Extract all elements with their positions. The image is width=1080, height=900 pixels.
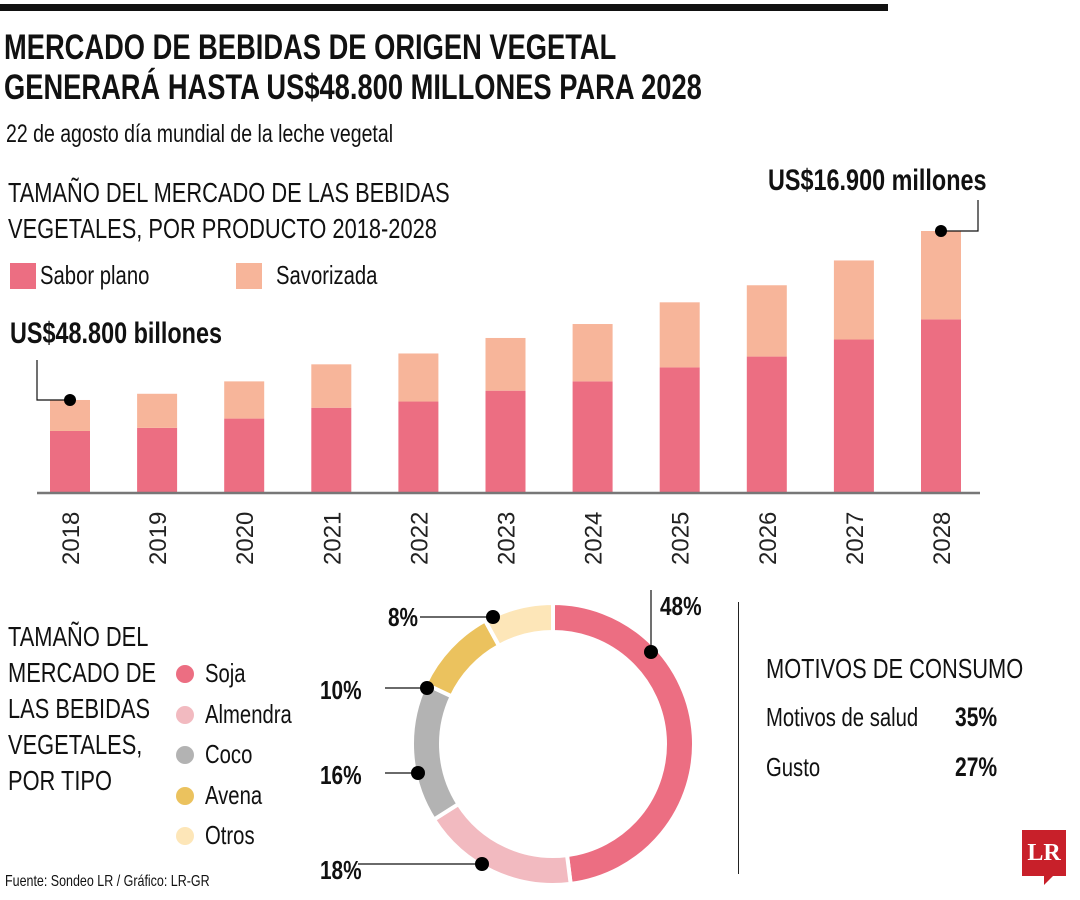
- bar-savorizada-2021: [311, 364, 352, 408]
- bar-sabor-plano-2020: [224, 418, 265, 493]
- year-label-2025: 2025: [668, 512, 695, 565]
- callout-dot-almendra: [475, 857, 489, 871]
- annotation-dot-2028: [935, 225, 947, 237]
- annotation-leader-2028: [941, 200, 979, 232]
- title-line-1: MERCADO DE BEBIDAS DE ORIGEN VEGETAL: [4, 28, 617, 67]
- callout-dot-coco: [411, 766, 425, 780]
- callout-label-otros: 8%: [388, 603, 418, 632]
- callout-dot-otros: [486, 610, 500, 624]
- top-rule: [0, 4, 888, 11]
- bar-savorizada-2024: [572, 324, 613, 382]
- divider: [738, 602, 739, 874]
- motivos-label-gusto: Gusto: [766, 752, 821, 782]
- bar-chart-title-1: TAMAÑO DEL MERCADO DE LAS BEBIDAS: [8, 177, 450, 208]
- legend-label-avena: Avena: [205, 779, 263, 810]
- lr-logo-tail: [1044, 876, 1053, 885]
- annotation-2018: US$48.800 billones: [10, 317, 223, 350]
- donut-title-line: LAS BEBIDAS: [8, 693, 151, 724]
- bar-sabor-plano-2028: [921, 319, 961, 493]
- legend-dot-coco: [176, 746, 194, 764]
- bar-savorizada-2027: [833, 260, 874, 340]
- bar-sabor-plano-2027: [833, 339, 874, 493]
- donut-slice-coco: [410, 681, 462, 823]
- bar-sabor-plano-2025: [659, 367, 700, 493]
- legend-label-soja: Soja: [205, 658, 246, 688]
- donut-title-line: VEGETALES,: [8, 729, 143, 760]
- motivos-value-gusto: 27%: [955, 752, 998, 782]
- bar-savorizada-2019: [137, 393, 178, 428]
- donut-slice-soja: [551, 600, 696, 887]
- legend-label-sabor-plano: Sabor plano: [40, 260, 150, 290]
- bar-savorizada-2025: [659, 302, 700, 368]
- year-label-2028: 2028: [929, 512, 956, 565]
- year-label-2020: 2020: [232, 512, 259, 565]
- callout-dot-avena: [420, 681, 434, 695]
- legend-dot-avena: [176, 786, 194, 805]
- legend-label-savorizada: Savorizada: [276, 260, 378, 290]
- bar-sabor-plano-2022: [398, 401, 439, 493]
- source-note: Fuente: Sondeo LR / Gráfico: LR-GR: [5, 873, 210, 890]
- year-label-2018: 2018: [58, 512, 85, 565]
- legend-swatch-sabor-plano: [10, 263, 36, 289]
- callout-label-avena: 10%: [320, 676, 362, 705]
- bar-sabor-plano-2026: [746, 356, 787, 493]
- year-label-2019: 2019: [145, 512, 172, 565]
- lr-logo: LR: [1022, 830, 1066, 876]
- legend-label-almendra: Almendra: [205, 698, 292, 729]
- annotation-dot-2018: [64, 393, 76, 406]
- year-label-2024: 2024: [581, 512, 608, 565]
- legend-dot-otros: [176, 827, 194, 845]
- donut-title-line: MERCADO DE: [8, 657, 157, 688]
- bar-savorizada-2028: [921, 231, 961, 320]
- bar-sabor-plano-2024: [572, 381, 613, 493]
- legend-label-otros: Otros: [205, 820, 255, 850]
- legend-dot-soja: [176, 665, 194, 683]
- year-label-2022: 2022: [406, 512, 433, 565]
- annotation-leader-2018: [36, 360, 70, 401]
- legend-swatch-savorizada: [236, 263, 262, 289]
- motivos-label-salud: Motivos de salud: [766, 702, 919, 732]
- callout-label-almendra: 18%: [320, 856, 362, 885]
- year-label-2023: 2023: [494, 512, 521, 565]
- callout-label-coco: 16%: [320, 761, 362, 790]
- year-label-2027: 2027: [842, 512, 869, 565]
- motivos-value-salud: 35%: [955, 702, 998, 732]
- motivos-title: MOTIVOS DE CONSUMO: [766, 653, 1024, 684]
- donut-slice-almendra: [431, 801, 573, 887]
- donut-title-line: POR TIPO: [8, 765, 112, 796]
- bar-sabor-plano-2023: [485, 390, 526, 493]
- callout-label-soja: 48%: [660, 592, 702, 621]
- callout-dot-soja: [644, 645, 658, 659]
- bar-savorizada-2020: [224, 381, 265, 419]
- bar-sabor-plano-2019: [137, 427, 178, 493]
- year-label-2021: 2021: [319, 512, 346, 565]
- bar-savorizada-2026: [746, 285, 787, 357]
- year-label-2026: 2026: [755, 512, 782, 565]
- bar-chart-title-2: VEGETALES, POR PRODUCTO 2018-2028: [8, 213, 437, 244]
- annotation-2028: US$16.900 millones: [768, 164, 987, 197]
- legend-dot-almendra: [176, 705, 194, 724]
- bar-savorizada-2022: [398, 353, 439, 402]
- donut-slice-otros: [482, 600, 555, 649]
- bar-sabor-plano-2018: [50, 430, 90, 493]
- donut-slice-avena: [422, 617, 502, 699]
- legend-label-coco: Coco: [205, 739, 253, 769]
- bar-savorizada-2023: [485, 337, 526, 391]
- title-line-2: GENERARÁ HASTA US$48.800 MILLONES PARA 2…: [4, 68, 702, 107]
- bar-sabor-plano-2021: [311, 407, 352, 493]
- donut-title-line: TAMAÑO DEL: [8, 621, 149, 652]
- subtitle: 22 de agosto día mundial de la leche veg…: [6, 120, 394, 148]
